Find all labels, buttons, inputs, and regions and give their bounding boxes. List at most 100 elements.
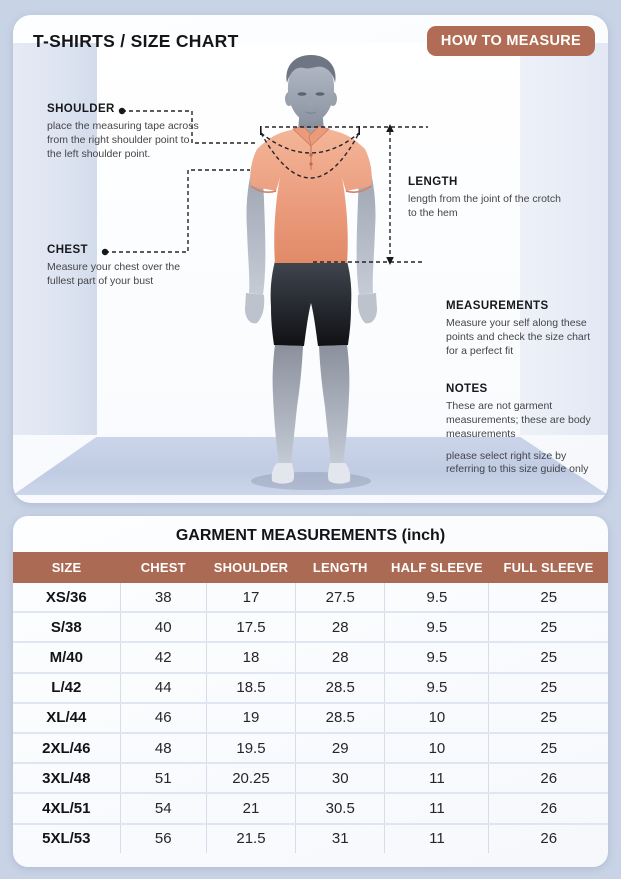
value-cell: 28.5: [295, 702, 386, 734]
notes-annotation: NOTES These are not garment measurements…: [446, 383, 598, 485]
value-cell: 25: [488, 642, 608, 674]
value-cell: 26: [488, 763, 608, 795]
mannequin-figure: [101, 55, 428, 490]
chest-leader-line: [105, 169, 250, 253]
table-row: XS/36 38 17 27.5 9.5 25: [13, 583, 608, 614]
shoulder-leader-line: [122, 110, 256, 144]
column-header-half-sleeve: HALF SLEEVE: [384, 552, 489, 583]
how-to-measure-button[interactable]: HOW TO MEASURE: [426, 26, 595, 56]
measurements-description: Measure your self along these points and…: [446, 317, 591, 357]
shoulder-bullet-icon: [118, 107, 126, 115]
value-cell: 27.5: [295, 583, 386, 614]
value-cell: 30: [295, 763, 386, 795]
table-row: 2XL/46 48 19.5 29 10 25: [13, 732, 608, 765]
value-cell: 28: [295, 642, 386, 674]
chest-measure-curve: [260, 132, 360, 179]
value-cell: 56: [120, 823, 207, 853]
table-row: XL/44 46 19 28.5 10 25: [13, 702, 608, 734]
value-cell: 9.5: [384, 612, 490, 644]
notes-description-2: please select right size by referring to…: [446, 449, 589, 476]
value-cell: 31: [295, 823, 386, 853]
length-label: LENGTH: [408, 176, 458, 188]
value-cell: 10: [384, 732, 490, 765]
measure-guide-card: T-SHIRTS / SIZE CHART HOW TO MEASURE SHO…: [13, 15, 608, 503]
value-cell: 17: [206, 583, 297, 614]
value-cell: 28.5: [295, 672, 386, 704]
table-row: 5XL/53 56 21.5 31 11 26: [13, 823, 608, 853]
backdrop-left-wall: [13, 43, 97, 435]
size-cell: 4XL/51: [13, 793, 121, 825]
value-cell: 11: [384, 763, 490, 795]
table-row: M/40 42 18 28 9.5 25: [13, 642, 608, 674]
value-cell: 26: [488, 793, 608, 825]
length-arrow-up-icon: [386, 124, 394, 132]
value-cell: 46: [120, 702, 207, 734]
mannequin-polo-shirt: [250, 125, 372, 263]
value-cell: 25: [488, 732, 608, 765]
size-cell: M/40: [13, 642, 121, 674]
value-cell: 9.5: [384, 583, 490, 614]
column-header-chest: CHEST: [120, 552, 207, 583]
length-arrow-down-icon: [386, 257, 394, 265]
value-cell: 21: [206, 793, 297, 825]
backdrop-right-wall: [520, 43, 608, 435]
page-title: T-SHIRTS / SIZE CHART: [33, 31, 239, 51]
value-cell: 11: [384, 793, 490, 825]
value-cell: 42: [120, 642, 207, 674]
value-cell: 10: [384, 702, 490, 734]
notes-label: NOTES: [446, 383, 488, 395]
length-description: length from the joint of the crotch to t…: [408, 193, 561, 219]
size-cell: 3XL/48: [13, 763, 121, 795]
value-cell: 18: [206, 642, 297, 674]
value-cell: 48: [120, 732, 207, 765]
mannequin-legs: [271, 345, 351, 484]
value-cell: 18.5: [206, 672, 297, 704]
table-title: GARMENT MEASUREMENTS (inch): [175, 527, 446, 544]
mannequin-shorts: [270, 261, 352, 346]
floor-shadow: [251, 472, 371, 490]
value-cell: 19.5: [206, 732, 297, 765]
chest-description: Measure your chest over the fullest part…: [47, 261, 181, 287]
size-cell: XS/36: [13, 583, 121, 614]
value-cell: 25: [488, 612, 608, 644]
value-cell: 30.5: [295, 793, 386, 825]
measurements-annotation: MEASUREMENTS Measure your self along the…: [446, 300, 598, 367]
column-header-full-sleeve: FULL SLEEVE: [488, 552, 608, 583]
value-cell: 25: [488, 583, 608, 614]
value-cell: 17.5: [206, 612, 297, 644]
table-row: S/38 40 17.5 28 9.5 25: [13, 612, 608, 644]
value-cell: 26: [540, 830, 558, 848]
length-annotation: LENGTH length from the joint of the crot…: [408, 176, 563, 229]
measurements-label: MEASUREMENTS: [446, 300, 549, 312]
shoulder-annotation: SHOULDER place the measuring tape across…: [47, 103, 199, 170]
value-cell: 9.5: [384, 672, 490, 704]
column-header-shoulder: SHOULDER: [206, 552, 296, 583]
chest-label: CHEST: [47, 244, 88, 256]
value-cell: 51: [120, 763, 207, 795]
mannequin-arms: [245, 155, 377, 324]
value-cell: 38: [120, 583, 207, 614]
backdrop-floor: [13, 437, 608, 495]
value-cell: 44: [120, 672, 207, 704]
size-cell: XL/44: [13, 702, 121, 734]
value-cell: 40: [120, 612, 207, 644]
size-cell: L/42: [13, 672, 121, 704]
size-chart-card: GARMENT MEASUREMENTS (inch) SIZE CHEST SHO…: [13, 516, 608, 867]
mannequin-head: [285, 55, 337, 123]
value-cell: 29: [295, 732, 386, 765]
shoulder-left-tick: [260, 126, 262, 135]
table-row: 4XL/51 54 21 30.5 11 26: [13, 793, 608, 825]
notes-description-1: These are not garment measurements; thes…: [446, 400, 591, 440]
value-cell: 9.5: [384, 642, 490, 674]
shoulder-right-tick: [358, 126, 360, 135]
value-cell: 25: [488, 702, 608, 734]
value-cell: 25: [488, 672, 608, 704]
shoulder-label: SHOULDER: [47, 103, 115, 115]
table-row: L/42 44 18.5 28.5 9.5 25: [13, 672, 608, 704]
chest-bullet-icon: [101, 248, 109, 256]
value-cell: 11: [384, 823, 490, 853]
table-row: 3XL/48 51 20.25 30 11 26: [13, 763, 608, 795]
shoulder-description: place the measuring tape across from the…: [47, 120, 199, 160]
size-table-header-row: SIZE CHEST SHOULDER LENGTH HALF SLEEVE FULL S…: [13, 552, 608, 583]
